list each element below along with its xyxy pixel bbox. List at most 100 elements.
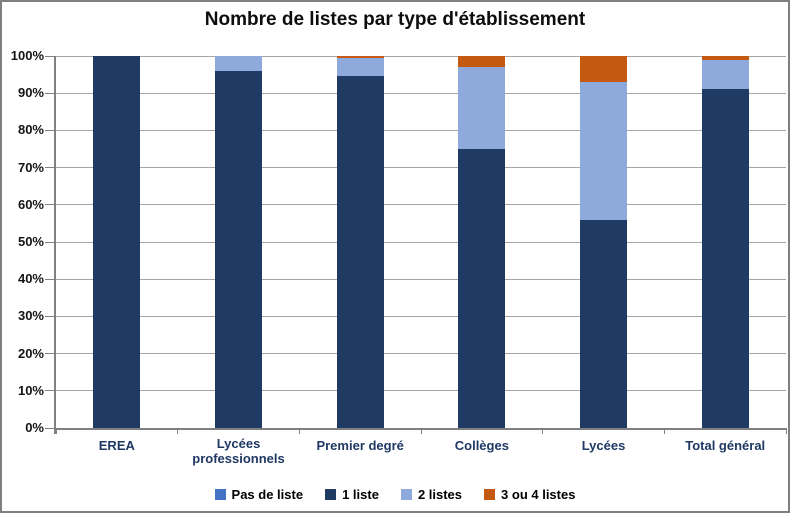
gridline	[56, 278, 786, 280]
x-axis-tick	[177, 428, 179, 434]
category-label-text: Total général	[685, 438, 766, 453]
y-axis-tick	[45, 278, 54, 280]
y-axis-label: 0%	[25, 420, 44, 435]
x-axis-tick	[542, 428, 544, 434]
y-axis-label: 40%	[17, 271, 44, 287]
y-axis-label: 10%	[17, 382, 44, 398]
plot-area	[45, 55, 787, 434]
y-axis-ticks	[45, 55, 54, 429]
bar-slot	[56, 56, 178, 428]
y-axis-tick	[45, 204, 54, 206]
bar-segment	[701, 89, 749, 428]
stacked-bar	[701, 56, 749, 428]
category-label: Collèges	[421, 437, 543, 468]
bar-segment	[336, 76, 384, 428]
category-label-text: Lycées professionnels	[192, 436, 285, 466]
chart-title: Nombre de listes par type d'établissemen…	[204, 9, 586, 30]
legend: Pas de liste 1 liste 2 listes 3 ou 4 listes	[0, 487, 790, 502]
stacked-bar	[215, 56, 262, 428]
bar-segment	[458, 67, 506, 149]
bar-segment	[458, 56, 506, 68]
gridline	[56, 129, 786, 131]
y-axis-tick	[45, 390, 54, 392]
bar-slot	[543, 56, 665, 428]
y-axis-tick	[45, 353, 54, 355]
legend-label: Pas de liste	[231, 487, 304, 502]
bar-segment	[336, 57, 384, 77]
gridline	[56, 92, 786, 94]
legend-item: 1 liste	[325, 487, 379, 502]
y-axis-label: 50%	[17, 234, 44, 249]
bar-slot	[664, 56, 786, 428]
y-axis-tick	[45, 241, 54, 243]
bar-segment	[701, 56, 749, 60]
bar-segment	[215, 56, 262, 71]
bar-segment	[580, 219, 628, 428]
bar-segment	[336, 56, 384, 58]
bar-segment	[580, 82, 628, 220]
category-label: Lycées professionnels	[178, 436, 300, 468]
y-axis-tick	[45, 427, 54, 429]
y-axis-label: 30%	[17, 308, 44, 324]
legend-item: 3 ou 4 listes	[484, 487, 575, 502]
bar-segment	[215, 70, 262, 428]
legend-label: 2 listes	[417, 487, 463, 502]
category-label: EREA	[56, 437, 178, 468]
gridline	[56, 204, 786, 206]
legend-swatch	[484, 489, 496, 500]
category-label: Total général	[664, 437, 786, 468]
y-axis-tick	[45, 167, 54, 169]
legend-swatch	[400, 489, 412, 500]
bar-slot	[299, 56, 421, 428]
x-axis-ticks	[55, 428, 787, 434]
y-axis-tick	[45, 129, 54, 131]
gridline	[56, 167, 786, 169]
bar-segment	[458, 149, 506, 428]
y-axis-tick	[45, 315, 54, 317]
y-axis-label: 60%	[17, 196, 44, 212]
bar-slot	[178, 56, 300, 428]
bar-segment	[580, 56, 628, 83]
category-label-text: EREA	[98, 438, 135, 453]
y-axis-label: 20%	[17, 345, 44, 361]
gridline	[56, 390, 786, 392]
legend-label: 1 liste	[342, 487, 379, 502]
gridlines	[56, 55, 786, 428]
category-label-text: Collèges	[454, 438, 509, 453]
legend-swatch	[214, 489, 226, 500]
gridline	[56, 55, 786, 57]
bar-segment	[701, 59, 749, 90]
legend-swatch	[325, 489, 337, 500]
category-label-text: Premier degré	[316, 438, 404, 453]
y-axis-tick	[45, 55, 54, 57]
stacked-bar	[93, 56, 141, 428]
x-axis-tick	[298, 428, 300, 434]
stacked-bar	[458, 56, 506, 428]
bar-slot	[421, 56, 543, 428]
gridline	[56, 241, 786, 243]
x-axis-tick	[420, 428, 422, 434]
x-axis-tick	[785, 428, 787, 434]
stacked-bar	[580, 56, 628, 428]
legend-item: Pas de liste	[214, 487, 304, 502]
y-axis-line	[54, 56, 56, 434]
legend-label: 3 ou 4 listes	[501, 487, 576, 502]
bar-segment	[93, 56, 141, 428]
y-axis-labels: 100% 90% 80% 70% 60% 50% 40% 30% 20% 10% 0%	[0, 48, 44, 435]
bars	[56, 56, 786, 428]
y-axis-label: 90%	[17, 85, 44, 101]
category-label: Lycées	[543, 437, 665, 468]
y-axis-tick	[45, 92, 54, 94]
gridline	[56, 353, 786, 355]
y-axis-label: 70%	[17, 159, 44, 175]
legend-item: 2 listes	[400, 487, 463, 502]
x-axis-tick	[663, 428, 665, 434]
stacked-bar	[336, 56, 384, 428]
category-label-text: Lycées	[581, 438, 626, 453]
category-label: Premier degré	[299, 437, 421, 468]
x-axis-line	[54, 428, 786, 430]
y-axis-label: 100%	[10, 48, 44, 63]
x-axis-labels: EREA Lycées professionnels Premier degré Co…	[56, 436, 786, 468]
y-axis-label: 80%	[17, 122, 44, 138]
